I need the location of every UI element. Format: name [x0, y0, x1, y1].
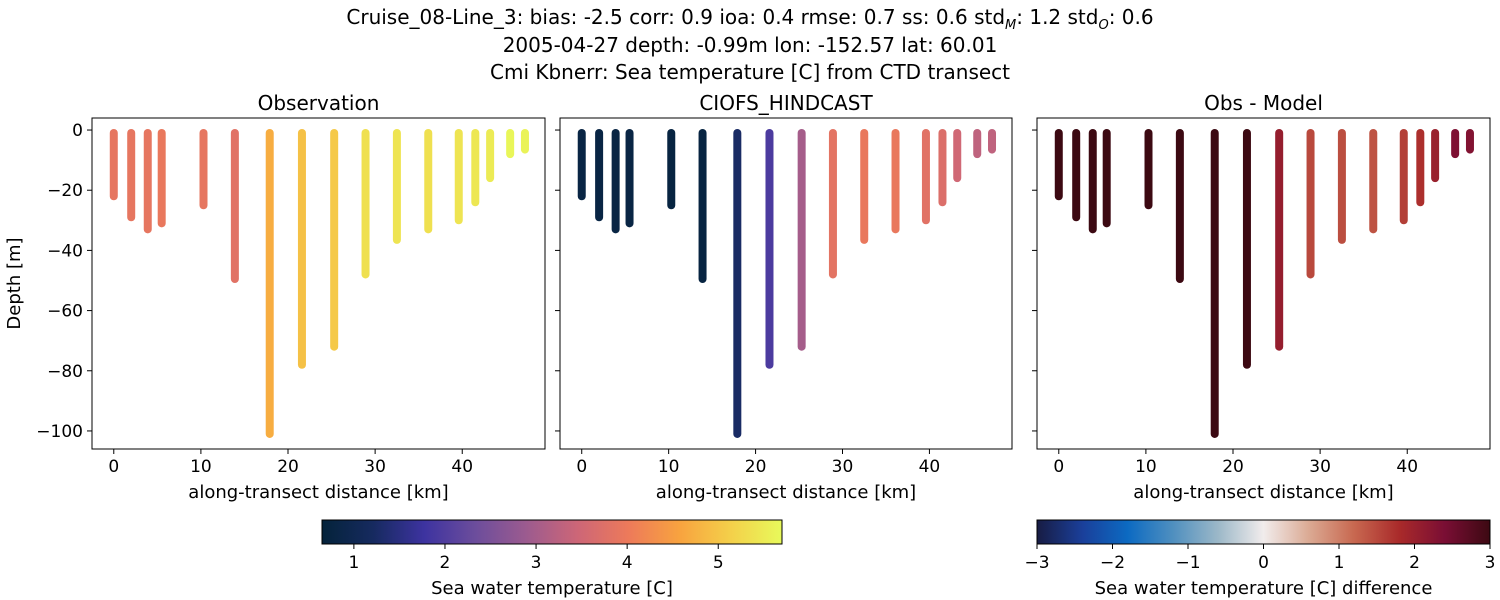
panel-2: 0 10 20 30 40 CIOFS_HINDCAST along-transect di…	[555, 91, 1013, 503]
x-tick-label: 20	[1222, 457, 1244, 477]
x-tick-label: 30	[364, 457, 386, 477]
colorbar-label: Sea water temperature [C]	[431, 578, 673, 599]
std-obs-value: : 0.6	[1108, 5, 1154, 29]
colorbar-tick-label: 5	[713, 553, 724, 573]
profile-marks	[577, 129, 997, 438]
x-tick-label: 0	[108, 457, 119, 477]
colorbar-gradient	[321, 519, 783, 545]
x-axis-label: along-transect distance [km]	[188, 482, 448, 503]
x-axis-label: along-transect distance [km]	[1133, 482, 1393, 503]
axes-frame	[559, 117, 1013, 450]
figure-title-line-3: Cmi Kbnerr: Sea temperature [C] from CTD…	[490, 60, 1010, 84]
y-tick-label: −40	[47, 241, 83, 261]
figure-title-line-2: 2005-04-27 depth: -0.99m lon: -152.57 la…	[502, 33, 998, 57]
y-axis-label: Depth [m]	[4, 237, 25, 329]
colorbar-tick-label: 2	[1409, 553, 1420, 573]
colorbar-tick-label: −3	[1024, 553, 1049, 573]
colorbar-tick-label: 1	[1334, 553, 1345, 573]
y-tick-label: 0	[72, 121, 83, 141]
profile-marks	[109, 129, 529, 438]
axes-frame	[1036, 117, 1491, 450]
std-obs-subscript: O	[1098, 18, 1109, 33]
figure-title-line-1: Cruise_08-Line_3: bias: -2.5 corr: 0.9 i…	[0, 5, 1500, 38]
y-tick-label: −20	[47, 181, 83, 201]
y-tick-label: −80	[47, 362, 83, 382]
x-tick-label: 40	[451, 457, 473, 477]
axes-frame	[91, 117, 546, 450]
profile-marks	[1054, 129, 1474, 438]
colorbar-tick-label: 4	[622, 553, 633, 573]
colorbar-tick-label: −1	[1175, 553, 1200, 573]
colorbar-tick-label: −2	[1100, 553, 1125, 573]
x-tick-label: 10	[190, 457, 212, 477]
panel-1: 0 10 20 30 40 0 −20 −40 −60 −80 −100 Observation alo…	[4, 91, 546, 503]
colorbar-tick-label: 1	[348, 553, 359, 573]
x-tick-label: 0	[576, 457, 587, 477]
x-tick-label: 30	[1309, 457, 1331, 477]
title-metrics: Cruise_08-Line_3: bias: -2.5 corr: 0.9 i…	[346, 5, 1006, 29]
std-model-value: : 1.2 std	[1016, 5, 1099, 29]
colorbar-tick-label: 2	[440, 553, 451, 573]
panel-3: 0 10 20 30 40 Obs - Model along-transect dista…	[1032, 91, 1491, 503]
x-tick-label: 20	[277, 457, 299, 477]
colorbar-1: 1 2 3 4 5 Sea water temperature [C]	[321, 519, 783, 599]
y-tick-label: −100	[36, 422, 83, 442]
x-tick-label: 10	[1135, 457, 1157, 477]
x-tick-label: 30	[832, 457, 854, 477]
colorbar-tick-label: 0	[1258, 553, 1269, 573]
panel-title: Observation	[258, 91, 380, 115]
panel-title: Obs - Model	[1204, 91, 1323, 115]
panel-title: CIOFS_HINDCAST	[699, 91, 873, 115]
x-axis-label: along-transect distance [km]	[656, 482, 916, 503]
colorbar-tick-label: 3	[1485, 553, 1496, 573]
std-model-subscript: M	[1005, 18, 1017, 33]
x-tick-label: 0	[1053, 457, 1064, 477]
x-tick-label: 40	[1396, 457, 1418, 477]
y-tick-label: −60	[47, 302, 83, 322]
x-tick-label: 20	[745, 457, 767, 477]
colorbar-label: Sea water temperature [C] difference	[1095, 578, 1433, 599]
colorbar-tick-label: 3	[531, 553, 542, 573]
x-tick-label: 40	[919, 457, 941, 477]
colorbar-gradient	[1036, 519, 1491, 545]
x-tick-label: 10	[658, 457, 680, 477]
colorbar-2: −3 −2 −1 0 1 2 3 Sea water temperature [C] diff…	[1024, 519, 1496, 599]
